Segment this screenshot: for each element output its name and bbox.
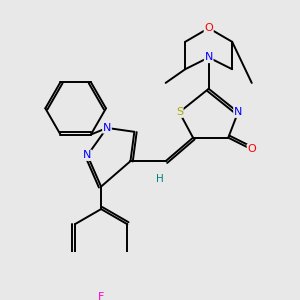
Text: O: O (248, 144, 256, 154)
Text: N: N (83, 150, 92, 160)
Text: F: F (98, 292, 104, 300)
Text: N: N (205, 52, 213, 62)
Text: N: N (234, 107, 242, 117)
Text: N: N (103, 123, 111, 133)
Text: S: S (176, 107, 183, 117)
Text: H: H (156, 174, 164, 184)
Text: O: O (204, 23, 213, 33)
